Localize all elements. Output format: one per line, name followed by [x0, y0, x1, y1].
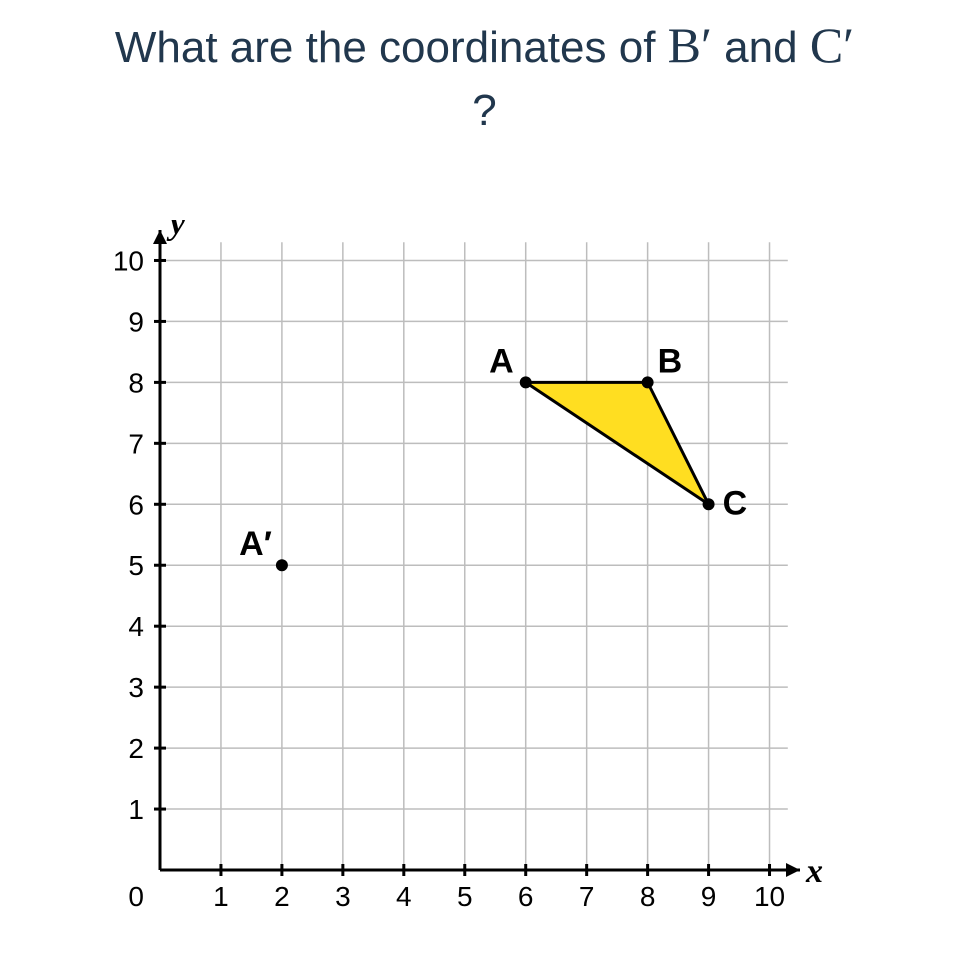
x-tick-label: 2	[274, 881, 290, 912]
y-tick-label: 6	[128, 489, 144, 520]
x-tick-label: 6	[518, 881, 534, 912]
x-tick-label: 8	[640, 881, 656, 912]
y-tick-label: 1	[128, 794, 144, 825]
point-b	[642, 376, 654, 388]
y-tick-label: 3	[128, 672, 144, 703]
x-tick-label: 1	[213, 881, 229, 912]
math-c-prime: C′	[810, 17, 854, 73]
question-pre: What are the coordinates of	[115, 23, 668, 72]
x-tick-label: 3	[335, 881, 351, 912]
x-tick-label: 5	[457, 881, 473, 912]
y-tick-label: 4	[128, 611, 144, 642]
y-tick-label: 9	[128, 306, 144, 337]
x-tick-label: 9	[701, 881, 717, 912]
point-c	[703, 498, 715, 510]
point-aprime	[276, 559, 288, 571]
y-tick-label: 5	[128, 550, 144, 581]
x-tick-label: 7	[579, 881, 595, 912]
question-text: What are the coordinates of B′ and C′ ?	[0, 0, 969, 142]
point-a	[520, 376, 532, 388]
math-b-prime: B′	[668, 17, 712, 73]
y-tick-label: 7	[128, 428, 144, 459]
point-label-c: C	[723, 484, 748, 522]
chart-svg: 1 2 3 4 5 6 7 8 9 10 1 2 3 4 5 6 7 8 9 10 0 x y A B C A′	[90, 220, 830, 940]
origin-label: 0	[128, 881, 144, 912]
y-tick-label: 10	[113, 245, 144, 276]
labels: 1 2 3 4 5 6 7 8 9 10 1 2 3 4 5 6 7 8 9 10 0 x y A B C A′	[113, 220, 823, 912]
x-tick-label: 4	[396, 881, 412, 912]
point-label-a: A	[489, 342, 514, 380]
x-tick-label: 10	[754, 881, 785, 912]
point-label-aprime: A′	[239, 525, 272, 563]
y-tick-label: 2	[128, 733, 144, 764]
y-axis-label: y	[166, 220, 186, 242]
x-axis-label: x	[805, 853, 823, 890]
question-mid: and	[724, 23, 810, 72]
question-mark: ?	[472, 86, 496, 135]
y-tick-label: 8	[128, 367, 144, 398]
point-label-b: B	[658, 342, 683, 380]
coordinate-chart: 1 2 3 4 5 6 7 8 9 10 1 2 3 4 5 6 7 8 9 10 0 x y A B C A′	[90, 220, 830, 940]
